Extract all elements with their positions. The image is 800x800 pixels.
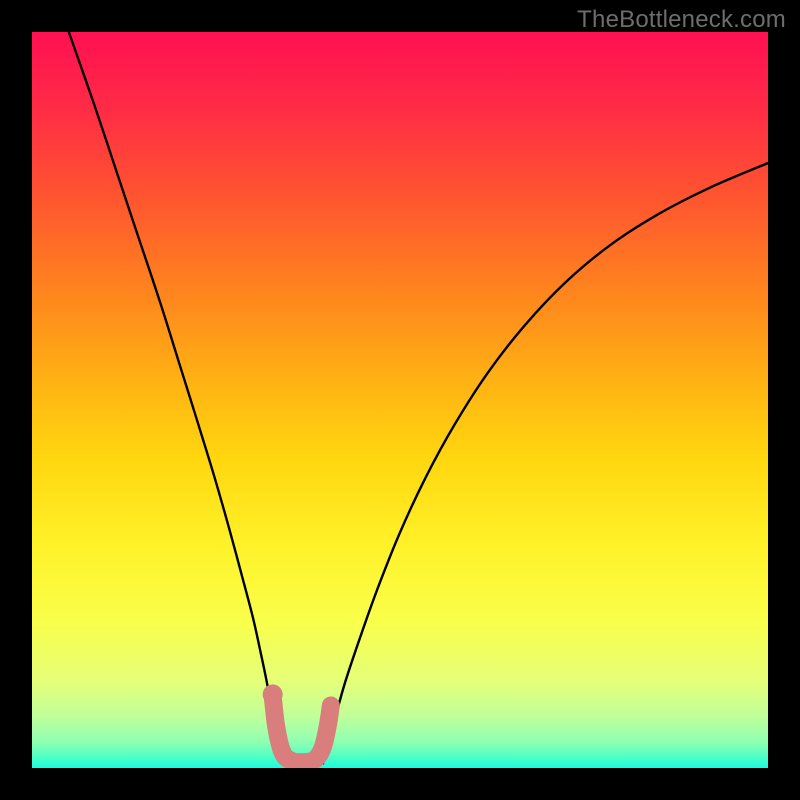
watermark-text: TheBottleneck.com xyxy=(577,6,786,34)
highlight-marker xyxy=(32,32,768,768)
u-marker-dot xyxy=(263,684,283,704)
chart-frame: TheBottleneck.com xyxy=(0,0,800,800)
plot-area xyxy=(32,32,768,768)
u-marker-stroke xyxy=(273,696,331,762)
